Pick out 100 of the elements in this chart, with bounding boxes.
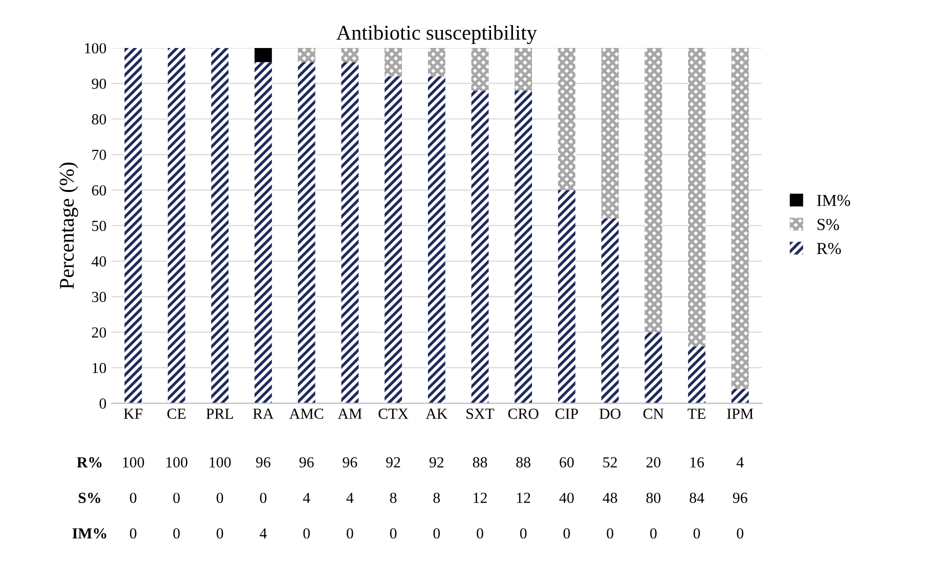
bar [254, 48, 272, 62]
data-label: 96 [299, 457, 314, 468]
data-label: 0 [303, 528, 310, 539]
data-label: 60 [560, 457, 574, 468]
bar [428, 48, 446, 76]
data-label: 12 [474, 492, 487, 503]
y-tick-label: 70 [92, 150, 106, 160]
text: R% [76, 457, 102, 468]
data-label: 12 [517, 492, 530, 503]
bar [601, 218, 619, 404]
y-tick-label: 100 [85, 43, 106, 54]
data-label: 52 [603, 457, 617, 468]
data-label: 40 [559, 492, 574, 504]
data-label: 0 [173, 492, 180, 504]
data-label: 88 [472, 457, 488, 468]
bar [341, 62, 359, 404]
x-tick-label: RA [253, 408, 274, 419]
chart-title: Antibiotic susceptibility [336, 25, 537, 44]
x-tick-label: CIP [555, 408, 578, 419]
data-label: 20 [646, 457, 660, 468]
bar [688, 346, 706, 404]
bar [601, 48, 619, 218]
data-label: 4 [346, 492, 354, 503]
data-label: 96 [732, 492, 748, 504]
data-label: 4 [260, 528, 267, 538]
y-tick-label: 90 [92, 78, 106, 89]
data-label: 100 [123, 457, 144, 468]
bar [644, 332, 662, 404]
x-tick-label: KF [124, 408, 142, 419]
bar [731, 48, 749, 390]
bar [688, 48, 706, 346]
data-label: 96 [342, 457, 358, 468]
x-tick-label: CE [167, 408, 186, 419]
text: S% [78, 492, 100, 504]
data-label: 0 [606, 528, 614, 539]
bar [298, 62, 316, 404]
x-tick-label: CRO [508, 408, 538, 419]
data-label: 8 [433, 492, 440, 504]
data-label: 4 [736, 457, 744, 468]
x-tick-label: TE [688, 408, 706, 419]
y-tick-label: 40 [92, 256, 106, 267]
legend-label: IM% [817, 194, 850, 206]
data-label: 0 [346, 528, 354, 539]
x-tick-label: CTX [378, 408, 408, 419]
data-label: 92 [429, 457, 444, 468]
bar [384, 48, 402, 76]
data-label: 80 [646, 492, 660, 504]
data-label: 0 [216, 528, 224, 539]
bar [341, 48, 359, 62]
x-tick-label: DO [599, 408, 620, 419]
y-tick-label: 20 [92, 327, 106, 338]
bar [168, 48, 186, 404]
data-label: 0 [694, 528, 700, 539]
x-tick-label: IPM [727, 408, 754, 419]
data-label: 0 [130, 528, 136, 539]
data-label: 0 [130, 492, 136, 504]
data-label: 0 [736, 528, 744, 539]
bar [644, 48, 662, 332]
data-label: 0 [216, 492, 224, 504]
bar [471, 90, 489, 404]
legend-label: R% [816, 242, 841, 254]
x-tick-label: AM [338, 408, 362, 419]
y-tick-label: 60 [92, 185, 106, 196]
y-tick-label: 30 [92, 292, 106, 302]
data-label: 100 [166, 457, 188, 468]
y-tick-label: 50 [92, 220, 106, 232]
data-label: 100 [210, 457, 231, 468]
data-label: 92 [386, 457, 400, 468]
y-tick-label: 10 [92, 362, 106, 374]
bar [514, 48, 532, 91]
text: IM% [72, 528, 106, 539]
data-label: 8 [390, 492, 397, 504]
data-label: 88 [516, 457, 530, 468]
y-tick-label: 0 [100, 398, 106, 409]
y-axis-title: Percentage (%) [59, 162, 78, 289]
bar [211, 48, 229, 404]
x-tick-label: PRL [206, 408, 233, 419]
data-label: 0 [260, 492, 266, 504]
x-tick-label: CN [643, 408, 664, 419]
bar [558, 190, 576, 404]
data-label: 48 [602, 492, 618, 504]
x-tick-label: SXT [466, 408, 494, 419]
bar [731, 389, 749, 404]
bar [298, 48, 316, 62]
data-label: 0 [433, 528, 440, 539]
data-label: 0 [390, 528, 397, 539]
data-label: 0 [563, 528, 570, 539]
bar [514, 90, 532, 404]
data-label: 0 [520, 528, 527, 539]
data-label: 0 [476, 528, 484, 539]
bar [124, 48, 142, 404]
x-tick-label: AK [426, 408, 448, 419]
data-label: 96 [256, 457, 270, 468]
bar [384, 76, 402, 404]
data-label: 16 [690, 457, 704, 468]
y-tick-label: 80 [92, 114, 106, 124]
data-label: 0 [173, 528, 180, 539]
bar [558, 48, 576, 190]
data-label: 4 [303, 492, 310, 503]
data-label: 0 [650, 528, 657, 539]
